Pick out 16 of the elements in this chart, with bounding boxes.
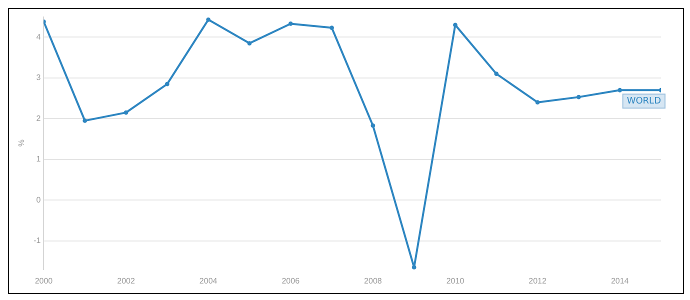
y-axis-title: %	[17, 140, 26, 147]
y-tick-label: -1	[34, 236, 42, 246]
y-tick-label: 2	[36, 114, 42, 123]
y-tick-label: 3	[36, 73, 42, 82]
y-tick-label: 1	[36, 154, 42, 164]
x-tick-label: 2000	[34, 276, 54, 286]
series-label: WORLD	[626, 96, 662, 106]
x-tick-label: 2014	[610, 276, 630, 286]
x-tick-label: 2006	[282, 276, 300, 286]
x-tick-label: 2008	[364, 276, 382, 286]
y-tick-label: 4	[36, 32, 42, 42]
x-tick-label: 2010	[446, 276, 465, 286]
y-tick-label: 0	[36, 195, 42, 204]
x-tick-label: 2012	[528, 276, 547, 286]
x-tick-label: 2002	[117, 276, 136, 286]
x-tick-label: 2004	[199, 276, 218, 286]
